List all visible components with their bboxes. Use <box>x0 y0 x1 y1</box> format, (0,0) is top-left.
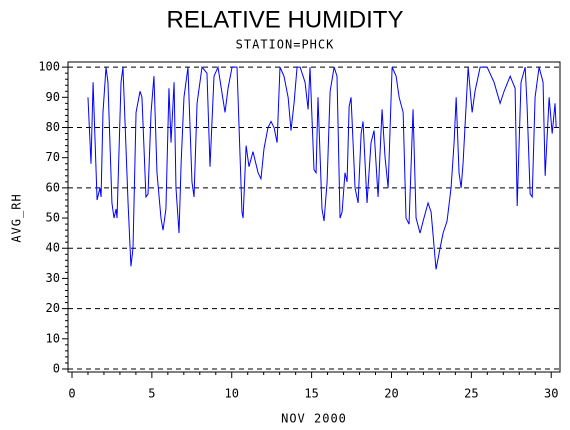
x-tick-label: 30 <box>544 387 558 401</box>
y-tick-label: 40 <box>46 241 60 255</box>
x-tick-label: 5 <box>148 387 155 401</box>
y-tick-label: 80 <box>46 120 60 134</box>
y-axis-label: AVG_RH <box>10 193 24 242</box>
x-axis-label: NOV 2000 <box>281 412 347 426</box>
data-line <box>87 65 557 270</box>
y-tick-label: 20 <box>46 301 60 315</box>
y-tick-label: 50 <box>46 211 60 225</box>
y-tick-label: 100 <box>38 60 60 74</box>
y-tick-label: 70 <box>46 150 60 164</box>
x-tick-label: 15 <box>304 387 318 401</box>
plot-frame <box>67 61 561 373</box>
y-tick-label: 0 <box>53 361 60 375</box>
y-tick-label: 60 <box>46 180 60 194</box>
x-tick-label: 10 <box>225 387 239 401</box>
y-tick-label: 10 <box>46 331 60 345</box>
x-tick-label: 0 <box>68 387 75 401</box>
chart-title: RELATIVE HUMIDITY <box>167 6 404 33</box>
chart-subtitle: STATION=PHCK <box>236 38 335 52</box>
y-tick-label: 90 <box>46 90 60 104</box>
x-tick-label: 25 <box>464 387 478 401</box>
y-tick-label: 30 <box>46 271 60 285</box>
x-tick-label: 20 <box>384 387 398 401</box>
